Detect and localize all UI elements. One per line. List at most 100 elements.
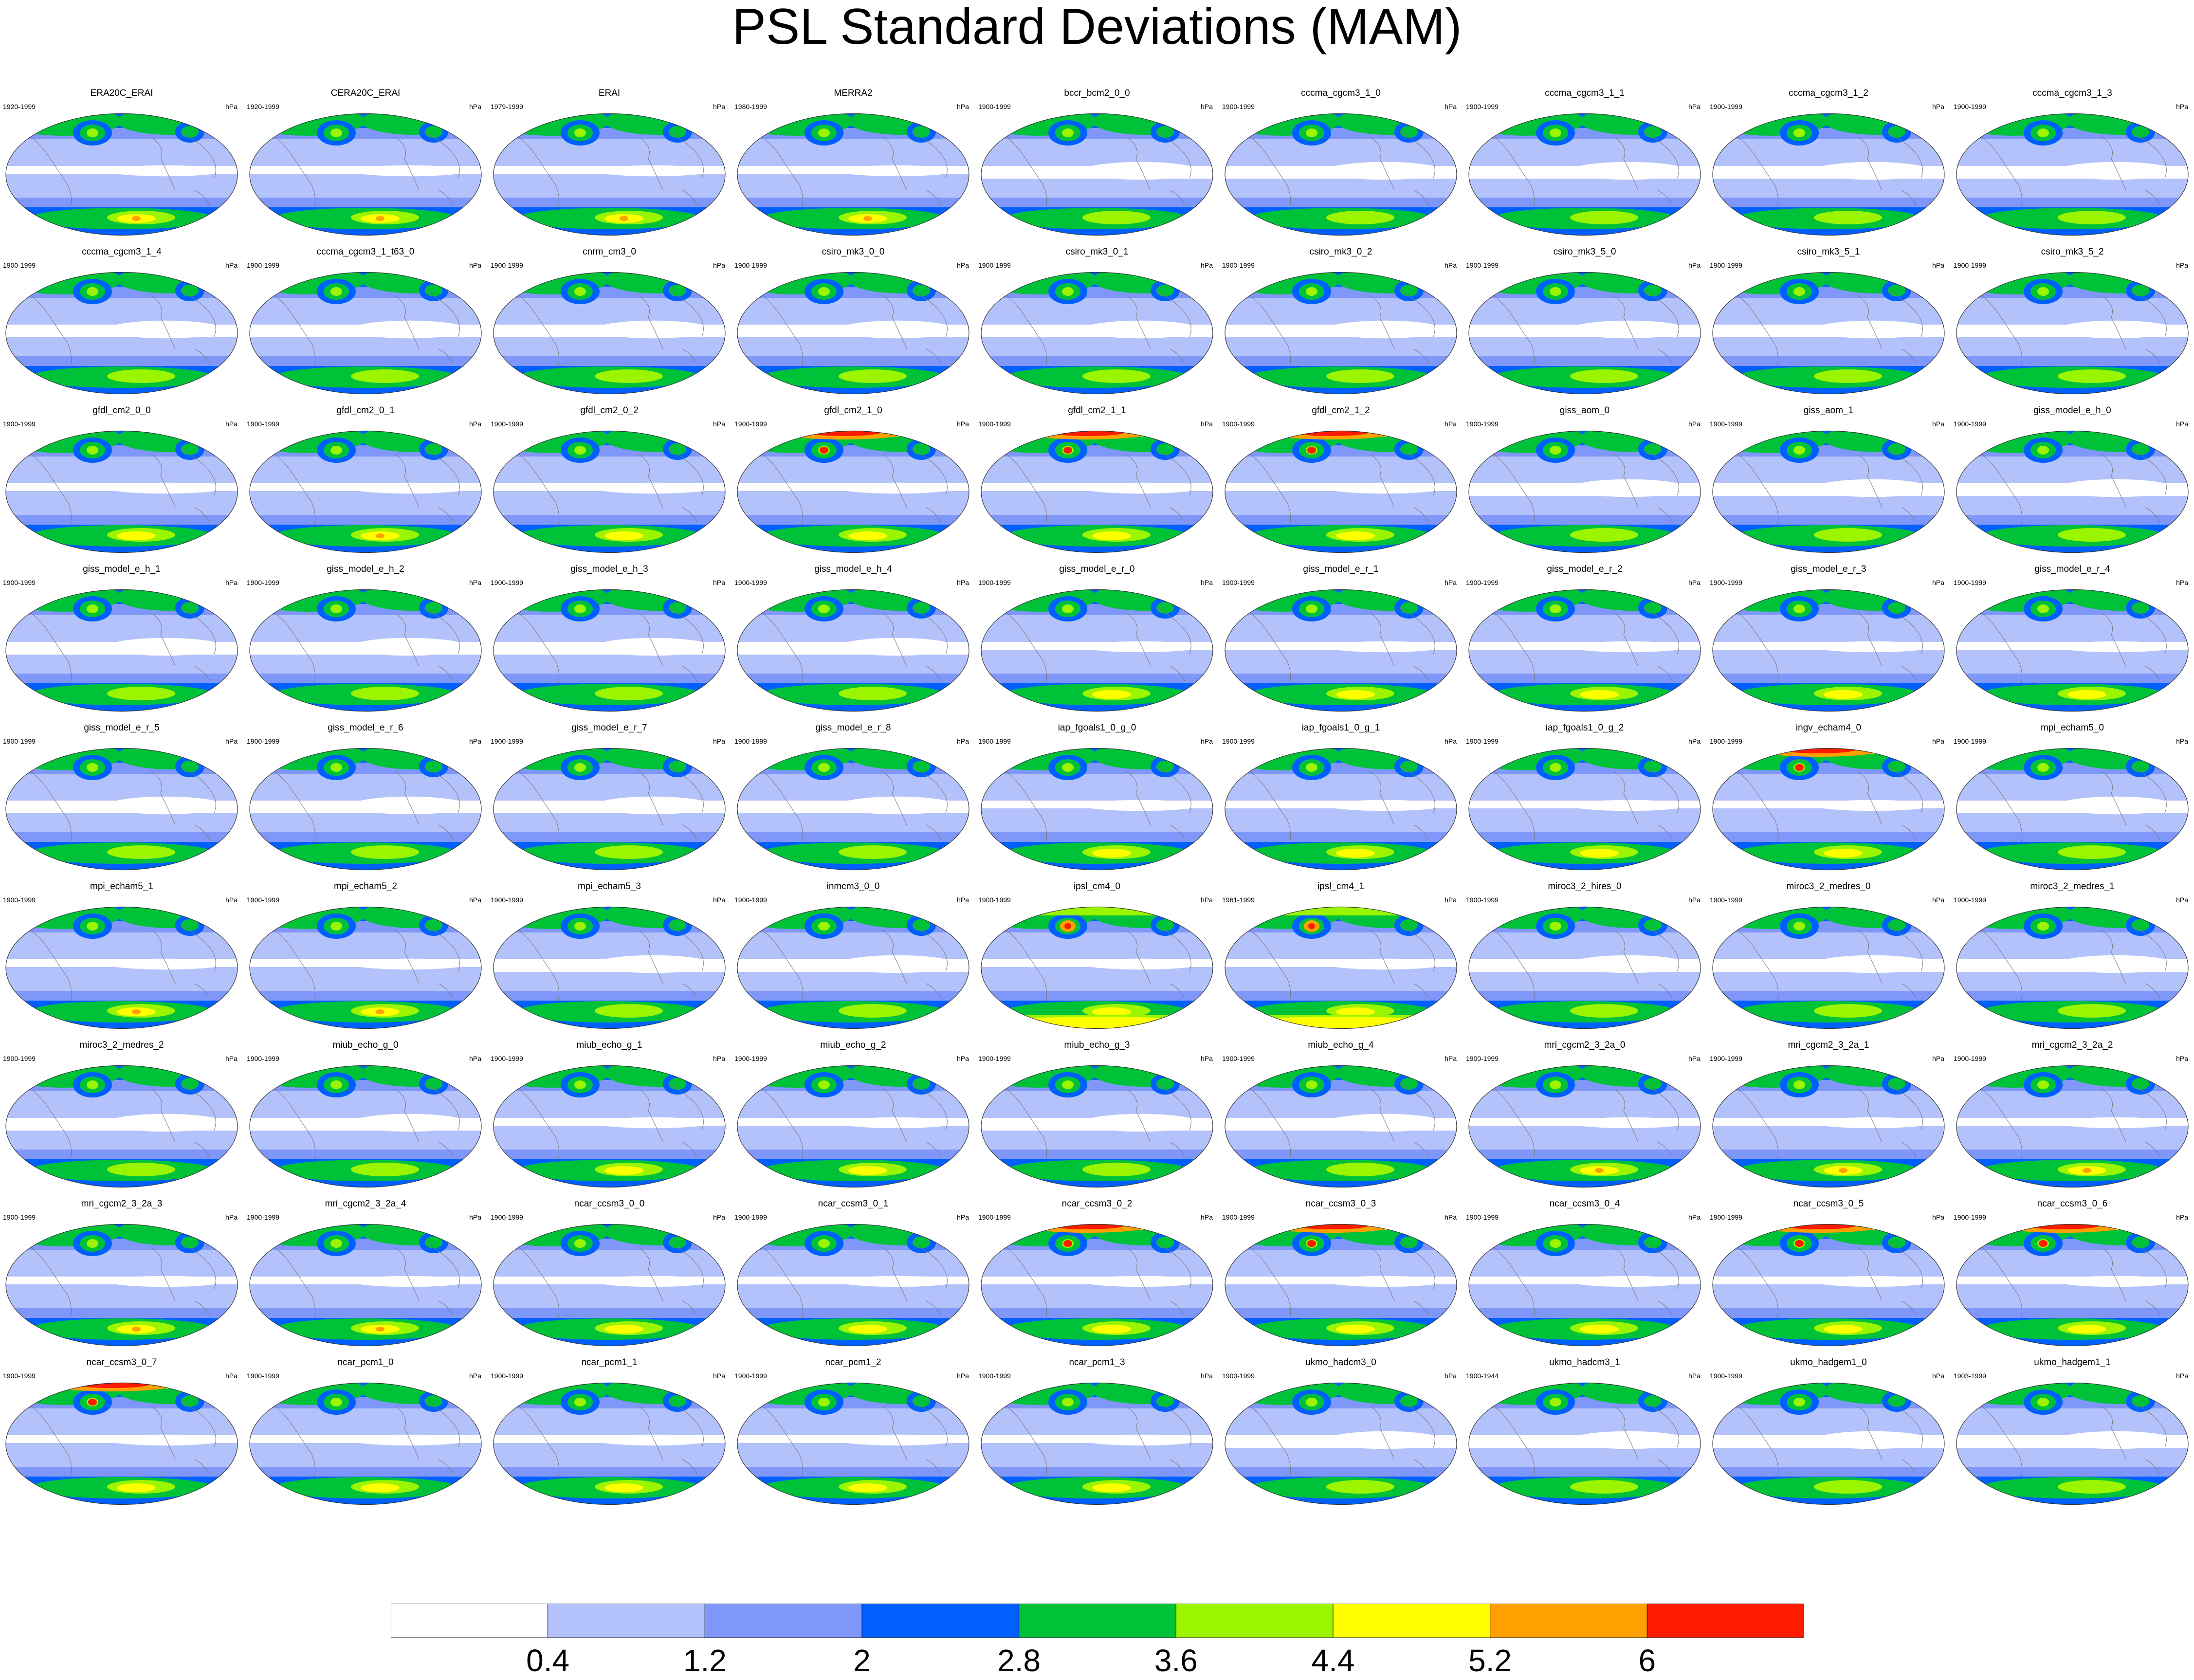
map-plot xyxy=(981,1223,1213,1347)
panel-period: 1900-1999 xyxy=(1954,896,1986,904)
panel-title: ncar_ccsm3_0_3 xyxy=(1305,1199,1376,1209)
map-plot xyxy=(1225,589,1457,712)
panel-period: 1900-1999 xyxy=(1710,420,1742,428)
map-panel: mri_cgcm2_3_2a_2 1900-1999 hPa xyxy=(1951,1037,2194,1192)
map-plot xyxy=(737,1382,969,1505)
map-plot xyxy=(1468,430,1701,553)
map-plot xyxy=(1956,113,2189,236)
panel-unit: hPa xyxy=(1932,261,1944,269)
panel-unit: hPa xyxy=(957,1213,969,1221)
map-plot xyxy=(1468,589,1701,712)
map-plot xyxy=(249,748,482,871)
map-plot xyxy=(737,748,969,871)
panel-unit: hPa xyxy=(2176,261,2188,269)
panel-period: 1900-1999 xyxy=(978,1372,1011,1380)
panel-title: ingv_echam4_0 xyxy=(1795,723,1862,733)
map-plot xyxy=(981,430,1213,553)
panel-unit: hPa xyxy=(1201,1055,1213,1062)
panel-title: cccma_cgcm3_1_2 xyxy=(1789,88,1868,98)
panel-period: 1900-1999 xyxy=(1954,103,1986,110)
colorbar-swatch xyxy=(391,1604,548,1638)
map-plot xyxy=(5,1382,238,1505)
map-panel: miub_echo_g_4 1900-1999 hPa xyxy=(1219,1037,1463,1192)
map-plot xyxy=(1225,1065,1457,1188)
panel-title: ncar_ccsm3_0_6 xyxy=(2037,1199,2108,1209)
colorbar-swatch xyxy=(861,1604,1020,1638)
panel-unit: hPa xyxy=(713,1213,725,1221)
panel-title: ipsl_cm4_0 xyxy=(1073,881,1121,892)
panel-period: 1961-1999 xyxy=(1222,896,1255,904)
map-panel: cccma_cgcm3_1_4 1900-1999 hPa xyxy=(0,244,243,399)
panel-unit: hPa xyxy=(225,103,238,110)
map-plot xyxy=(1468,113,1701,236)
panel-title: miroc3_2_medres_2 xyxy=(79,1040,164,1050)
panel-unit: hPa xyxy=(1444,261,1457,269)
panel-title: ncar_pcm1_2 xyxy=(825,1357,881,1368)
panel-period: 1900-1999 xyxy=(1710,261,1742,269)
panel-period: 1900-1999 xyxy=(734,579,767,586)
panel-period: 1900-1999 xyxy=(1466,261,1499,269)
panel-title: CERA20C_ERAI xyxy=(330,88,401,98)
panel-title: giss_model_e_h_0 xyxy=(2033,405,2111,416)
panel-title: giss_model_e_r_3 xyxy=(1791,564,1866,574)
panel-title: giss_model_e_r_4 xyxy=(2034,564,2110,574)
panel-period: 1900-1999 xyxy=(1710,103,1742,110)
panel-title: ncar_pcm1_3 xyxy=(1069,1357,1125,1368)
panel-title: giss_aom_0 xyxy=(1559,405,1610,416)
panel-period: 1900-1999 xyxy=(1466,1213,1499,1221)
panel-title: cccma_cgcm3_1_3 xyxy=(2032,88,2112,98)
map-plot xyxy=(1712,906,1945,1029)
colorbar-swatch xyxy=(704,1604,862,1638)
panel-title: miroc3_2_medres_1 xyxy=(2030,881,2115,892)
map-plot xyxy=(1225,1223,1457,1347)
panel-unit: hPa xyxy=(713,896,725,904)
map-panel: iap_fgoals1_0_g_2 1900-1999 hPa xyxy=(1463,720,1706,875)
panel-unit: hPa xyxy=(469,896,481,904)
map-plot xyxy=(1225,906,1457,1029)
panel-unit: hPa xyxy=(1932,896,1944,904)
panel-unit: hPa xyxy=(1688,737,1700,745)
map-plot xyxy=(249,1065,482,1188)
panel-period: 1900-1999 xyxy=(491,737,523,745)
panel-unit: hPa xyxy=(1444,737,1457,745)
map-panel: iap_fgoals1_0_g_0 1900-1999 hPa xyxy=(975,720,1219,875)
panel-period: 1900-1999 xyxy=(734,1055,767,1062)
panel-period: 1900-1999 xyxy=(1466,737,1499,745)
panel-title: ncar_pcm1_1 xyxy=(581,1357,638,1368)
map-plot xyxy=(1225,1382,1457,1505)
panel-title: ncar_ccsm3_0_2 xyxy=(1061,1199,1133,1209)
panel-period: 1900-1999 xyxy=(491,1213,523,1221)
map-panel: ingv_echam4_0 1900-1999 hPa xyxy=(1707,720,1950,875)
panel-title: iap_fgoals1_0_g_1 xyxy=(1301,723,1380,733)
map-panel: giss_aom_1 1900-1999 hPa xyxy=(1707,402,1950,557)
panel-period: 1900-1999 xyxy=(1954,1055,1986,1062)
map-panel: ncar_pcm1_0 1900-1999 hPa xyxy=(244,1354,487,1509)
panel-unit: hPa xyxy=(469,261,481,269)
panel-title: ipsl_cm4_1 xyxy=(1317,881,1365,892)
map-plot xyxy=(5,906,238,1029)
panel-title: giss_model_e_r_1 xyxy=(1303,564,1379,574)
map-panel: ncar_pcm1_2 1900-1999 hPa xyxy=(731,1354,975,1509)
panel-period: 1900-1999 xyxy=(3,1213,36,1221)
panel-unit: hPa xyxy=(1688,896,1700,904)
panel-unit: hPa xyxy=(469,1213,481,1221)
colorbar-label: 6 xyxy=(1638,1643,1656,1678)
panel-period: 1979-1999 xyxy=(491,103,523,110)
panel-period: 1900-1999 xyxy=(491,896,523,904)
panel-period: 1900-1999 xyxy=(1954,737,1986,745)
map-plot xyxy=(1712,589,1945,712)
map-panel: giss_model_e_r_5 1900-1999 hPa xyxy=(0,720,243,875)
panel-unit: hPa xyxy=(713,420,725,428)
map-plot xyxy=(1956,1382,2189,1505)
panel-period: 1900-1999 xyxy=(734,737,767,745)
map-panel: ipsl_cm4_1 1961-1999 hPa xyxy=(1219,878,1463,1033)
map-panel: giss_model_e_r_8 1900-1999 hPa xyxy=(731,720,975,875)
map-plot xyxy=(1956,272,2189,395)
panel-unit: hPa xyxy=(713,737,725,745)
panel-unit: hPa xyxy=(225,579,238,586)
panel-unit: hPa xyxy=(225,1372,238,1380)
map-panel: giss_model_e_r_4 1900-1999 hPa xyxy=(1951,561,2194,716)
panel-period: 1900-1999 xyxy=(1954,579,1986,586)
map-plot xyxy=(981,748,1213,871)
map-panel: ncar_pcm1_1 1900-1999 hPa xyxy=(488,1354,731,1509)
